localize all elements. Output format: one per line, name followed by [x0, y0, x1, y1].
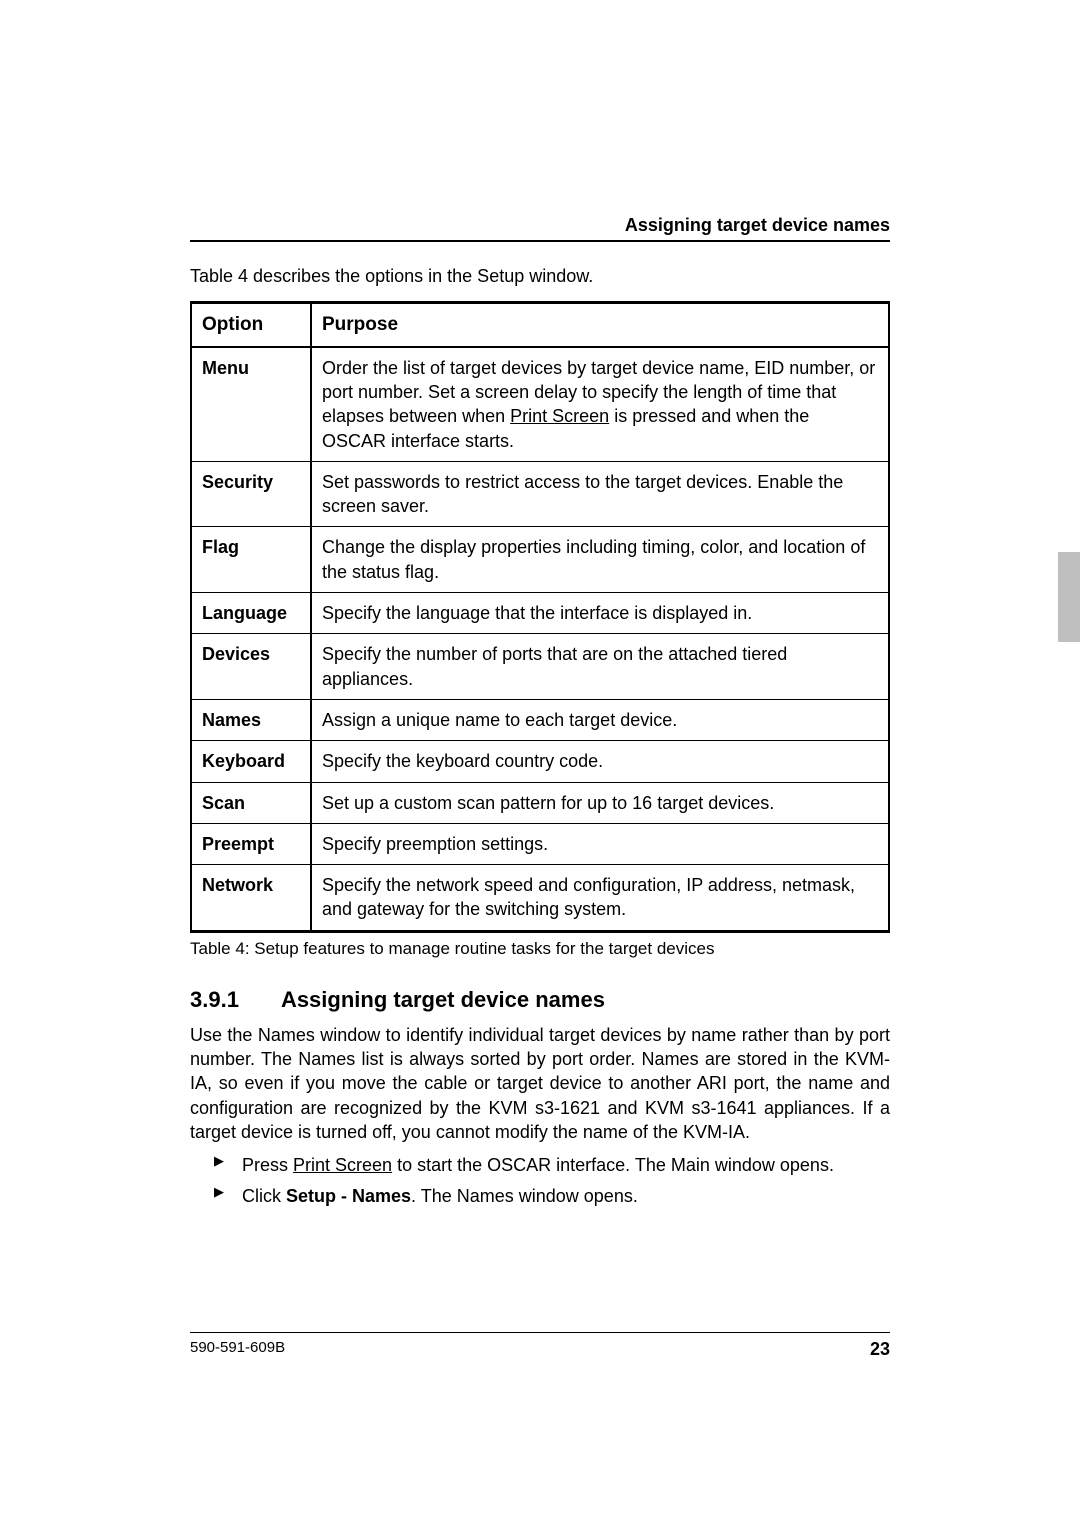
side-tab-marker [1058, 552, 1080, 642]
options-table: Option Purpose MenuOrder the list of tar… [190, 301, 890, 933]
footer-rule [190, 1332, 890, 1333]
steps-list: Press Print Screen to start the OSCAR in… [214, 1150, 890, 1211]
table-row: NetworkSpecify the network speed and con… [191, 865, 889, 932]
option-cell: Keyboard [191, 741, 311, 782]
section-paragraph: Use the Names window to identify individ… [190, 1023, 890, 1144]
option-cell: Security [191, 461, 311, 527]
table-row: FlagChange the display properties includ… [191, 527, 889, 593]
purpose-cell: Assign a unique name to each target devi… [311, 699, 889, 740]
section-heading: 3.9.1 Assigning target device names [190, 987, 890, 1013]
table-row: MenuOrder the list of target devices by … [191, 347, 889, 462]
step-item: Click Setup - Names. The Names window op… [214, 1181, 890, 1212]
table-row: LanguageSpecify the language that the in… [191, 593, 889, 634]
content-area: Assigning target device names Table 4 de… [190, 215, 890, 1211]
col-header-option: Option [191, 303, 311, 347]
purpose-cell: Specify the keyboard country code. [311, 741, 889, 782]
option-cell: Preempt [191, 823, 311, 864]
purpose-cell: Order the list of target devices by targ… [311, 347, 889, 462]
doc-number: 590-591-609B [190, 1339, 285, 1360]
page: Assigning target device names Table 4 de… [0, 0, 1080, 1528]
table-row: KeyboardSpecify the keyboard country cod… [191, 741, 889, 782]
section-number: 3.9.1 [190, 987, 239, 1013]
purpose-cell: Specify the language that the interface … [311, 593, 889, 634]
page-number: 23 [870, 1339, 890, 1360]
purpose-cell: Set up a custom scan pattern for up to 1… [311, 782, 889, 823]
table-header-row: Option Purpose [191, 303, 889, 347]
table-row: ScanSet up a custom scan pattern for up … [191, 782, 889, 823]
purpose-cell: Specify the number of ports that are on … [311, 634, 889, 700]
option-cell: Scan [191, 782, 311, 823]
underlined-text: Print Screen [293, 1155, 392, 1175]
option-cell: Devices [191, 634, 311, 700]
table-row: SecuritySet passwords to restrict access… [191, 461, 889, 527]
option-cell: Network [191, 865, 311, 932]
header-rule [190, 240, 890, 242]
intro-text: Table 4 describes the options in the Set… [190, 266, 890, 287]
option-cell: Language [191, 593, 311, 634]
purpose-cell: Specify preemption settings. [311, 823, 889, 864]
running-head: Assigning target device names [190, 215, 890, 236]
footer: 590-591-609B 23 [190, 1332, 890, 1360]
option-cell: Names [191, 699, 311, 740]
table-row: NamesAssign a unique name to each target… [191, 699, 889, 740]
table-row: DevicesSpecify the number of ports that … [191, 634, 889, 700]
underlined-text: Print Screen [510, 406, 609, 426]
col-header-purpose: Purpose [311, 303, 889, 347]
purpose-cell: Specify the network speed and configurat… [311, 865, 889, 932]
bold-text: Setup - Names [286, 1186, 411, 1206]
section-title: Assigning target device names [281, 987, 605, 1013]
option-cell: Menu [191, 347, 311, 462]
purpose-cell: Change the display properties including … [311, 527, 889, 593]
option-cell: Flag [191, 527, 311, 593]
purpose-cell: Set passwords to restrict access to the … [311, 461, 889, 527]
table-caption: Table 4: Setup features to manage routin… [190, 939, 890, 959]
table-row: PreemptSpecify preemption settings. [191, 823, 889, 864]
step-item: Press Print Screen to start the OSCAR in… [214, 1150, 890, 1181]
